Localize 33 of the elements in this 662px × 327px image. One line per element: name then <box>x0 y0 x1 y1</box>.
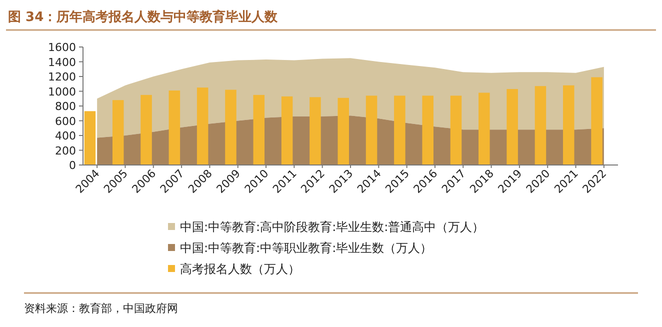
bar <box>394 96 406 165</box>
bar <box>310 97 321 165</box>
y-tick-label: 400 <box>55 130 76 142</box>
bar <box>140 94 152 165</box>
bar <box>84 111 96 165</box>
y-tick-label: 1600 <box>48 41 76 54</box>
bar <box>196 88 208 165</box>
y-tick-label: 1400 <box>48 56 76 69</box>
bar <box>253 94 265 165</box>
bar <box>563 85 574 165</box>
bar <box>422 96 434 165</box>
text: 资料来源：教育部，中国政府网 <box>24 302 178 315</box>
bar <box>591 77 602 165</box>
bar <box>478 92 490 165</box>
bar <box>534 86 546 165</box>
y-tick-label: 800 <box>55 100 76 113</box>
bar <box>168 90 180 165</box>
y-tick-label: 0 <box>69 159 76 172</box>
bar <box>366 96 378 165</box>
bar <box>506 89 518 165</box>
bar <box>225 90 236 165</box>
y-tick-label: 1000 <box>48 85 76 98</box>
bar <box>450 96 462 165</box>
y-tick-label: 200 <box>55 144 76 158</box>
chart-title: 图 34：历年高考报名人数与中等教育毕业人数 <box>8 9 279 25</box>
y-tick-label: 1200 <box>48 70 76 84</box>
legend-label: 中国:中等教育:中等职业教育:毕业生数（万人） <box>180 241 432 255</box>
bar <box>112 100 124 165</box>
legend-label: 高考报名人数（万人） <box>180 262 300 276</box>
legend-label: 中国:中等教育:高中阶段教育:毕业生数:普通高中（万人） <box>180 220 484 234</box>
y-tick-label: 600 <box>55 114 76 128</box>
bar <box>338 98 349 165</box>
bar <box>281 96 293 165</box>
